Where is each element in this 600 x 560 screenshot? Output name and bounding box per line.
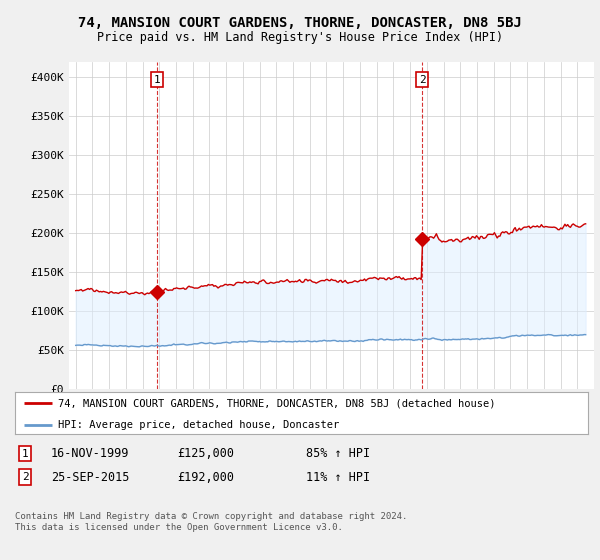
- Text: 1: 1: [154, 74, 160, 85]
- Text: 1: 1: [22, 449, 29, 459]
- Text: Price paid vs. HM Land Registry's House Price Index (HPI): Price paid vs. HM Land Registry's House …: [97, 31, 503, 44]
- Text: £192,000: £192,000: [177, 470, 234, 484]
- Text: 25-SEP-2015: 25-SEP-2015: [51, 470, 130, 484]
- Text: 16-NOV-1999: 16-NOV-1999: [51, 447, 130, 460]
- Text: 11% ↑ HPI: 11% ↑ HPI: [306, 470, 370, 484]
- Text: £125,000: £125,000: [177, 447, 234, 460]
- Text: Contains HM Land Registry data © Crown copyright and database right 2024.
This d: Contains HM Land Registry data © Crown c…: [15, 512, 407, 532]
- Text: 85% ↑ HPI: 85% ↑ HPI: [306, 447, 370, 460]
- Text: 2: 2: [419, 74, 425, 85]
- Text: HPI: Average price, detached house, Doncaster: HPI: Average price, detached house, Donc…: [58, 420, 339, 430]
- Text: 2: 2: [22, 472, 29, 482]
- Text: 74, MANSION COURT GARDENS, THORNE, DONCASTER, DN8 5BJ (detached house): 74, MANSION COURT GARDENS, THORNE, DONCA…: [58, 398, 496, 408]
- Text: 74, MANSION COURT GARDENS, THORNE, DONCASTER, DN8 5BJ: 74, MANSION COURT GARDENS, THORNE, DONCA…: [78, 16, 522, 30]
